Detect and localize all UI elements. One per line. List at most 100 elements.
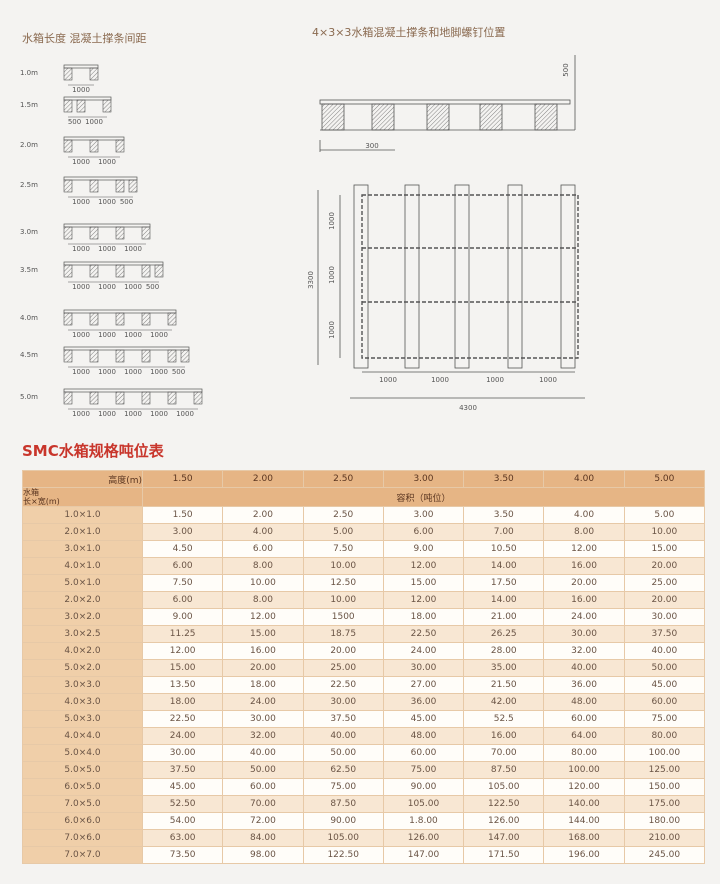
cell: 45.00 xyxy=(141,778,224,796)
row-label: 3.0m xyxy=(20,228,38,236)
cell: 10.00 xyxy=(302,591,384,609)
row-label: 2.5m xyxy=(20,181,38,189)
pillar xyxy=(89,226,99,240)
dim-label: 1000 xyxy=(98,410,116,418)
pillar xyxy=(89,139,99,153)
cell: 18.00 xyxy=(141,693,224,711)
cell: 15.00 xyxy=(222,625,304,643)
cell: 12.00 xyxy=(382,557,465,575)
cell: 7.00 xyxy=(463,523,545,541)
dim-label: 1000 xyxy=(72,245,90,253)
cell: 25.00 xyxy=(302,659,384,677)
cell: 2.00 xyxy=(222,470,304,488)
row: 5.0×5.0 37.50 50.00 62.50 75.00 87.50 100.00 12… xyxy=(22,761,706,779)
cell: 7.0×7.0 xyxy=(22,846,143,864)
cell: 2.0×1.0 xyxy=(22,523,143,541)
dim-label: 1000 xyxy=(176,410,194,418)
tonnage-table: 高度(m) 1.50 2.00 2.50 3.00 3.50 4.00 5.00 水箱 长×宽(m… xyxy=(22,470,706,864)
plan-v-dim: 1000 xyxy=(328,212,336,230)
pillar xyxy=(63,312,73,326)
cell: 70.00 xyxy=(222,795,304,813)
cell: 2.00 xyxy=(222,506,304,524)
cell: 12.50 xyxy=(302,574,384,592)
cell: 4.0×4.0 xyxy=(22,727,143,745)
dim-label: 1000 xyxy=(85,118,103,126)
cell: 15.00 xyxy=(382,574,465,592)
row: 3.0×2.0 9.00 12.00 1500 18.00 21.00 24.00 30.00 xyxy=(22,608,706,626)
cell: 60.00 xyxy=(382,744,465,762)
cell: 容积（吨位） xyxy=(142,487,705,507)
cell: 63.00 xyxy=(141,829,224,847)
beam xyxy=(63,96,112,101)
beam xyxy=(63,64,99,69)
dim-label: 500 xyxy=(68,118,81,126)
cell: 6.00 xyxy=(141,557,224,575)
cell: 80.00 xyxy=(543,744,625,762)
cell: 60.00 xyxy=(623,693,706,711)
cell: 171.50 xyxy=(463,846,545,864)
row-label: 1.5m xyxy=(20,101,38,109)
cell: 28.00 xyxy=(463,642,545,660)
cell: 9.00 xyxy=(382,540,465,558)
cell: 84.00 xyxy=(222,829,304,847)
plan-height: 3300 xyxy=(307,271,315,289)
pillar xyxy=(102,99,112,113)
cell: 17.50 xyxy=(463,574,545,592)
cell: 7.0×5.0 xyxy=(22,795,143,813)
cell: 24.00 xyxy=(543,608,625,626)
cell: 16.00 xyxy=(463,727,545,745)
diagrams: 1.0m 1000 1.5m 500 1000 2.0m 1000 1000 2.5m 1000 1… xyxy=(20,55,585,418)
cell: 75.00 xyxy=(302,778,384,796)
cell: 10.00 xyxy=(623,523,706,541)
cell: 21.00 xyxy=(463,608,545,626)
dim-label: 1000 xyxy=(98,368,116,376)
dim-label: 1000 xyxy=(150,410,168,418)
cell: 3.0×1.0 xyxy=(22,540,143,558)
dim-label: 1000 xyxy=(98,283,116,291)
row-label: 4.5m xyxy=(20,351,38,359)
row: 7.0×7.0 73.50 98.00 122.50 147.00 171.50 196.0… xyxy=(22,846,706,864)
pillar xyxy=(154,264,164,278)
cell: 4.00 xyxy=(222,523,304,541)
cell: 15.00 xyxy=(141,659,224,677)
row: 7.0×6.0 63.00 84.00 105.00 126.00 147.00 168.0… xyxy=(22,829,706,847)
plan-h-dim: 1000 xyxy=(431,376,449,384)
cell: 37.50 xyxy=(623,625,706,643)
cell: 72.00 xyxy=(222,812,304,830)
dim-label: 1000 xyxy=(124,283,142,291)
cell: 1.50 xyxy=(141,470,224,488)
cell: 6.0×5.0 xyxy=(22,778,143,796)
row: 6.0×5.0 45.00 60.00 75.00 90.00 105.00 120.00 1… xyxy=(22,778,706,796)
cell: 32.00 xyxy=(222,727,304,745)
cell: 30.00 xyxy=(302,693,384,711)
cell: 高度(m) xyxy=(22,470,143,488)
pillar xyxy=(141,391,151,405)
row: 高度(m) 1.50 2.00 2.50 3.00 3.50 4.00 5.00 xyxy=(22,470,706,488)
cell: 8.00 xyxy=(543,523,625,541)
beam xyxy=(63,261,164,266)
cell: 50.00 xyxy=(222,761,304,779)
pillar xyxy=(167,312,177,326)
cell: 22.50 xyxy=(382,625,465,643)
cell: 35.00 xyxy=(463,659,545,677)
cell: 6.0×6.0 xyxy=(22,812,143,830)
pillar xyxy=(63,179,73,193)
row-label: 5.0m xyxy=(20,393,38,401)
cell: 水箱 长×宽(m) xyxy=(22,487,143,507)
dim-label: 1000 xyxy=(72,158,90,166)
row: 5.0×4.0 30.00 40.00 50.00 60.00 70.00 80.00 100… xyxy=(22,744,706,762)
cell: 6.00 xyxy=(382,523,465,541)
plan-h-dim: 1000 xyxy=(486,376,504,384)
cell: 5.0×4.0 xyxy=(22,744,143,762)
pillar xyxy=(63,139,73,153)
cell: 12.00 xyxy=(141,642,224,660)
cell: 36.00 xyxy=(382,693,465,711)
cell: 9.00 xyxy=(141,608,224,626)
pillar xyxy=(89,67,99,81)
cell: 122.50 xyxy=(463,795,545,813)
dim-label: 1000 xyxy=(124,410,142,418)
cell: 3.00 xyxy=(382,470,465,488)
cell: 6.00 xyxy=(141,591,224,609)
cell: 3.0×2.0 xyxy=(22,608,143,626)
pillar xyxy=(141,349,151,363)
